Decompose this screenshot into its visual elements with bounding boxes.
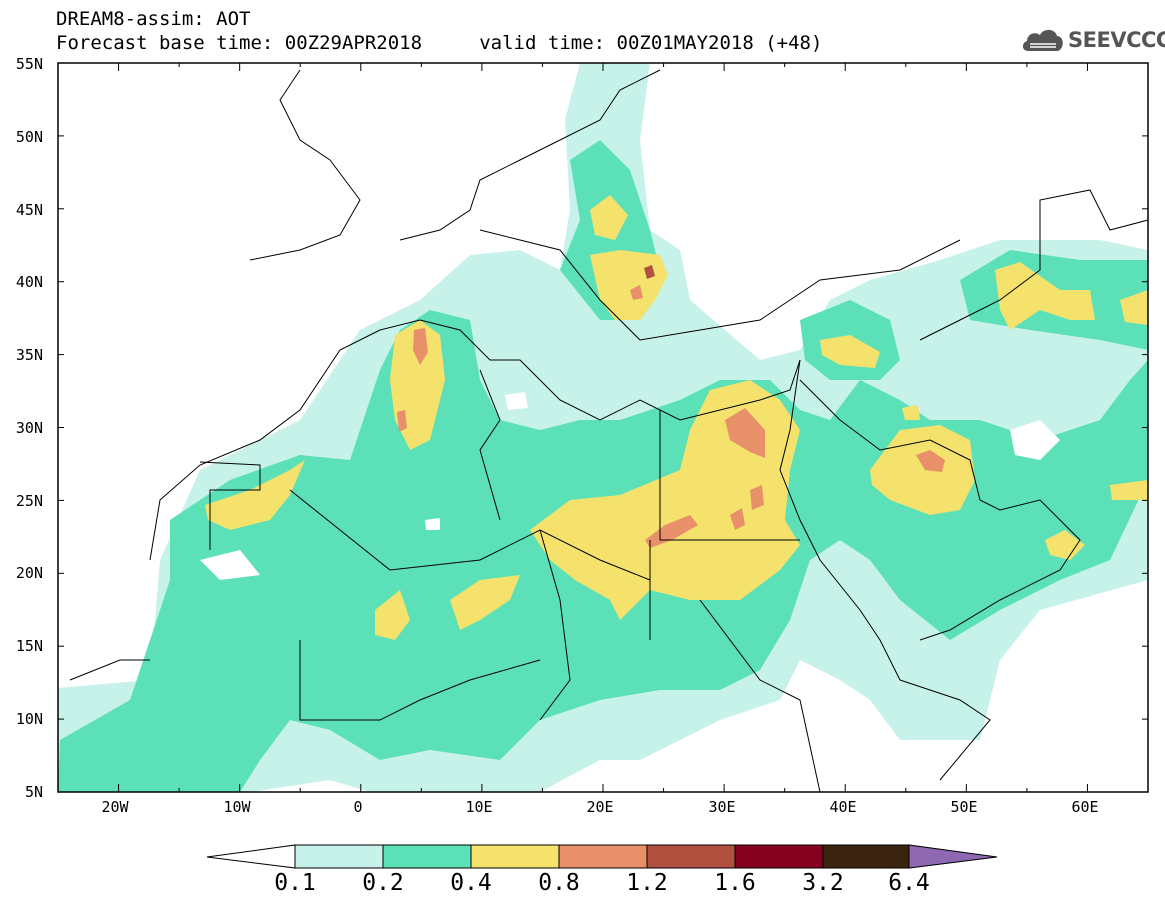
aot-band-0.8 [397,285,945,548]
lat-label: 50N [15,128,43,146]
lat-label: 25N [15,492,43,510]
lon-label: 40E [829,798,857,816]
colorbar-label: 0.8 [538,870,580,896]
logo-text: SEEVCCC [1068,28,1165,52]
lon-label: 30E [708,798,736,816]
lat-label: 15N [15,637,43,655]
colorbar-bin-0.4-0.8 [470,844,560,869]
lon-label: 20E [586,798,614,816]
lon-label: 10E [465,798,493,816]
aot-clear-areas [200,392,1060,580]
colorbar-bin-0.2-0.4 [382,844,472,869]
lon-label: 50E [950,798,978,816]
seevccc-logo: SEEVCCC [1020,24,1165,56]
colorbar-bin-1.6-3.2 [734,844,824,869]
lat-label: 40N [15,273,43,291]
lat-label: 20N [15,564,43,582]
colorbar-label: 3.2 [802,870,844,896]
lat-label: 35N [15,346,43,364]
lat-label: 30N [15,419,43,437]
axis-ticks [58,62,1148,793]
lat-label: 45N [15,201,43,219]
map-title: DREAM8-assim: AOT [56,8,251,30]
colorbar-label: 6.4 [888,870,930,896]
coastlines-and-borders [69,69,1148,792]
forecast-time-subtitle: Forecast base time: 00Z29APR2018 valid t… [56,32,823,54]
colorbar-label: 0.4 [450,870,492,896]
lon-label: 20W [101,798,129,816]
lat-label: 5N [24,783,43,801]
cloud-icon [1022,29,1063,51]
colorbar-high-arrow [908,844,998,869]
colorbar-label: 1.2 [626,870,668,896]
lon-label: 60E [1071,798,1099,816]
lat-label: 55N [15,55,43,73]
colorbar-label: 1.6 [714,870,756,896]
colorbar [206,844,998,869]
colorbar-label: 0.1 [274,870,316,896]
lon-label: 10W [223,798,251,816]
lon-label: 0 [353,798,363,816]
colorbar-bin-0.8-1.2 [558,844,648,869]
colorbar-label: 0.2 [362,870,404,896]
colorbar-low-arrow [206,844,296,869]
colorbar-bin-0.1-0.2 [294,844,384,869]
colorbar-bin-3.2-6.4 [822,844,910,869]
aot-shading [58,63,1148,792]
colorbar-bin-1.2-1.6 [646,844,736,869]
lat-label: 10N [15,710,43,728]
aot-band-1.2 [644,265,655,279]
